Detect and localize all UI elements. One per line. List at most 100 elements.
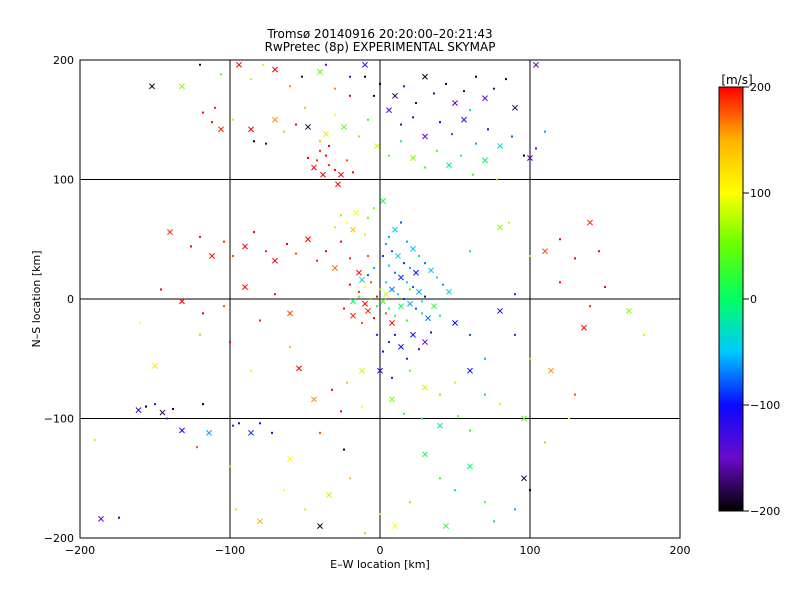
x-axis-label: E–W location [km] — [330, 558, 430, 571]
data-point-dot — [430, 331, 432, 334]
data-point-x — [350, 226, 356, 233]
data-point-dot — [415, 102, 417, 105]
data-point-dot — [316, 259, 318, 262]
data-point-dot — [439, 393, 441, 396]
data-point-dot — [469, 250, 471, 253]
data-point-dot — [232, 424, 234, 427]
data-point-dot — [457, 415, 459, 418]
data-point-dot — [343, 307, 345, 310]
data-point-x — [365, 307, 371, 314]
data-point-dot — [439, 477, 441, 480]
chart-subtitle: RwPretec (8p) EXPERIMENTAL SKYMAP — [265, 40, 496, 54]
data-point-x — [242, 243, 248, 250]
data-point-dot — [319, 149, 321, 152]
colorbar-tick-label: 0 — [750, 293, 757, 306]
data-point-x — [482, 95, 488, 102]
data-point-x — [587, 219, 593, 226]
data-point-dot — [160, 288, 162, 291]
data-point-x — [389, 396, 395, 403]
data-point-dot — [409, 266, 411, 269]
data-point-dot — [325, 250, 327, 253]
data-point-dot — [391, 376, 393, 379]
data-point-dot — [424, 262, 426, 265]
data-point-x — [416, 288, 422, 295]
data-point-x — [392, 92, 398, 99]
data-point-x — [398, 274, 404, 281]
data-point-dot — [373, 94, 375, 97]
data-point-dot — [250, 369, 252, 372]
data-point-dot — [469, 333, 471, 336]
data-point-dot — [364, 75, 366, 78]
data-point-dot — [202, 403, 204, 406]
data-point-dot — [358, 290, 360, 293]
data-point-dot — [403, 85, 405, 88]
data-point-x — [359, 276, 365, 283]
data-point-x — [353, 210, 359, 216]
data-point-dot — [424, 166, 426, 169]
data-point-dot — [475, 75, 477, 78]
data-point-dot — [265, 142, 267, 145]
data-point-dot — [94, 439, 96, 442]
data-point-dot — [382, 350, 384, 353]
data-point-x — [311, 396, 317, 403]
y-tick-label: −100 — [44, 413, 74, 426]
colorbar-tick-label: 100 — [750, 187, 771, 200]
data-point-x — [512, 104, 518, 111]
data-point-dot — [559, 281, 561, 284]
data-point-dot — [409, 501, 411, 504]
data-point-dot — [400, 140, 402, 143]
data-point-dot — [373, 266, 375, 269]
data-point-dot — [544, 441, 546, 444]
data-point-x — [149, 83, 155, 90]
data-point-x — [257, 518, 263, 525]
data-point-x — [395, 253, 401, 259]
data-point-dot — [433, 92, 435, 95]
data-point-dot — [421, 417, 423, 420]
data-point-dot — [439, 314, 441, 317]
data-point-dot — [346, 159, 348, 162]
data-point-x — [431, 303, 437, 310]
data-point-x — [341, 123, 347, 130]
data-point-dot — [343, 448, 345, 451]
data-point-x — [410, 155, 416, 161]
data-point-dot — [403, 412, 405, 415]
data-point-dot — [493, 520, 495, 523]
data-point-dot — [352, 171, 354, 174]
data-point-dot — [559, 238, 561, 241]
data-point-dot — [598, 250, 600, 253]
data-point-dot — [379, 82, 381, 85]
data-point-dot — [253, 231, 255, 234]
x-tick-label: −200 — [65, 544, 95, 557]
data-point-x — [287, 310, 293, 317]
data-point-x — [362, 61, 368, 68]
data-point-x — [317, 68, 323, 75]
data-point-x — [452, 100, 458, 106]
data-point-dot — [319, 431, 321, 434]
data-point-x — [179, 427, 185, 434]
data-point-dot — [409, 288, 411, 291]
data-point-x — [398, 303, 404, 310]
data-point-x — [380, 298, 386, 305]
x-tick-label: 200 — [670, 544, 691, 557]
data-point-x — [497, 143, 503, 149]
data-point-dot — [214, 106, 216, 109]
data-point-x — [305, 123, 311, 130]
data-point-dot — [229, 341, 231, 344]
data-point-dot — [349, 257, 351, 260]
data-point-x — [527, 155, 533, 161]
y-tick-label: 0 — [67, 293, 74, 306]
data-point-dot — [283, 489, 285, 492]
data-point-dot — [568, 417, 570, 420]
data-point-dot — [421, 312, 423, 315]
data-point-dot — [307, 156, 309, 159]
data-point-dot — [484, 393, 486, 396]
data-point-dot — [451, 133, 453, 136]
data-point-x — [350, 312, 356, 319]
data-point-dot — [370, 298, 372, 300]
data-point-x — [272, 257, 278, 264]
data-point-dot — [424, 295, 426, 298]
data-point-dot — [304, 508, 306, 511]
data-point-dot — [340, 410, 342, 413]
y-tick-label: −200 — [44, 532, 74, 545]
data-point-x — [248, 126, 254, 133]
